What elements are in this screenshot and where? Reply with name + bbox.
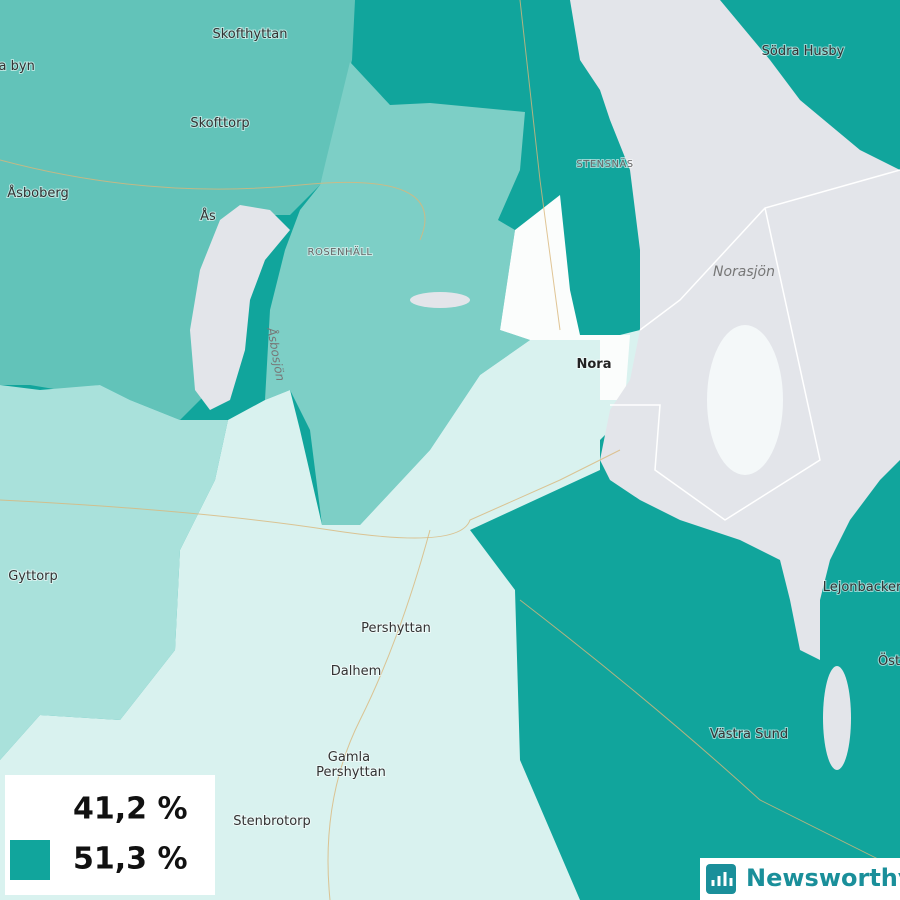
place-label: Västra Sund [710,727,788,742]
place-label: Södra Husby [762,44,845,59]
logo-icon-bars [711,872,733,886]
place-label: Lejonbacker [823,580,900,595]
region [0,0,355,420]
lake [410,292,470,308]
lake [190,205,290,410]
place-label: Gyttorp [8,569,58,584]
place-label: Nora [577,357,612,372]
road [0,449,621,539]
island [707,325,783,475]
border [610,207,821,521]
road [519,599,900,871]
place-label: Ås [200,208,216,224]
place-label-line: Gamla [328,750,370,765]
place-label: STENSNÄS [576,157,633,170]
legend-label: 41,2 % [73,792,188,827]
road [327,529,431,900]
road [0,159,426,241]
legend-label: 51,3 % [73,842,188,877]
place-label: Öst [878,652,900,669]
place-label: Åsboberg [7,185,69,201]
logo-text: Newsworthy [746,864,900,892]
road [519,0,561,331]
place-label: Gamla Pershyttan [316,750,386,780]
lake-label: Norasjön [713,264,775,280]
place-label: Dalhem [331,664,382,679]
legend-swatch [10,840,50,880]
place-label: ROSENHÄLL [308,245,373,258]
place-label: Skofttorp [190,116,249,131]
place-label: ra byn [0,59,35,74]
region [265,62,530,525]
logo-icon [706,864,736,894]
region [0,330,640,900]
place-label: Pershyttan [361,621,431,636]
place-label-line: Pershyttan [316,765,386,780]
border [639,169,900,331]
lake [823,666,851,770]
legend-swatch [10,790,50,830]
place-label: Skofthyttan [212,27,287,42]
region [0,385,228,760]
region [500,195,630,400]
place-label: Stenbrotorp [233,814,311,829]
